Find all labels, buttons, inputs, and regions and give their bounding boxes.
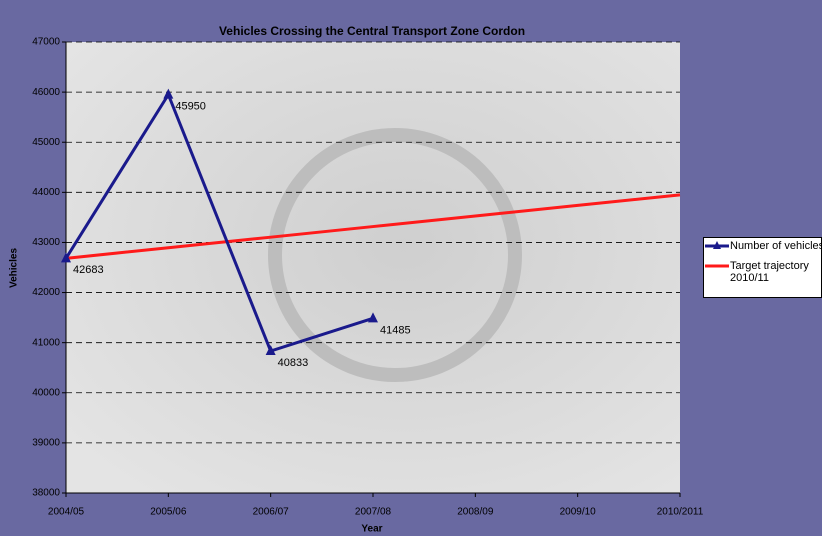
x-tick-label: 2010/2011: [657, 507, 704, 518]
y-tick-label: 39000: [32, 438, 60, 449]
y-tick-label: 42000: [32, 287, 60, 298]
data-label: 40833: [278, 357, 309, 369]
y-tick-label: 38000: [32, 488, 60, 499]
x-tick-label: 2006/07: [253, 507, 290, 518]
y-tick-label: 41000: [32, 337, 60, 348]
legend-item: Number of vehicles: [704, 240, 822, 252]
data-label: 41485: [380, 324, 411, 336]
x-tick-label: 2007/08: [355, 507, 392, 518]
x-axis-label: Year: [361, 524, 382, 535]
x-tick-label: 2008/09: [457, 507, 494, 518]
x-tick-label: 2005/06: [150, 507, 187, 518]
data-label: 42683: [73, 264, 104, 276]
legend-item: Target trajectory 2010/11: [704, 260, 818, 284]
y-tick-label: 46000: [32, 87, 60, 98]
chart: Vehicles Crossing the Central Transport …: [0, 0, 822, 536]
legend-label: Target trajectory 2010/11: [730, 260, 818, 284]
legend-swatch: [704, 260, 730, 272]
legend: Number of vehicles Target trajectory 2010…: [703, 237, 822, 298]
x-tick-label: 2009/10: [560, 507, 597, 518]
y-tick-label: 43000: [32, 237, 60, 248]
legend-swatch: [704, 240, 730, 252]
chart-svg: Vehicles Crossing the Central Transport …: [0, 0, 822, 536]
chart-title: Vehicles Crossing the Central Transport …: [219, 24, 525, 38]
y-tick-label: 45000: [32, 137, 60, 148]
y-tick-label: 44000: [32, 187, 60, 198]
x-tick-label: 2004/05: [48, 507, 85, 518]
y-tick-label: 40000: [32, 387, 60, 398]
legend-label: Number of vehicles: [730, 240, 822, 252]
y-tick-label: 47000: [32, 37, 60, 48]
y-axis-label: Vehicles: [9, 248, 20, 288]
data-label: 45950: [175, 101, 206, 113]
